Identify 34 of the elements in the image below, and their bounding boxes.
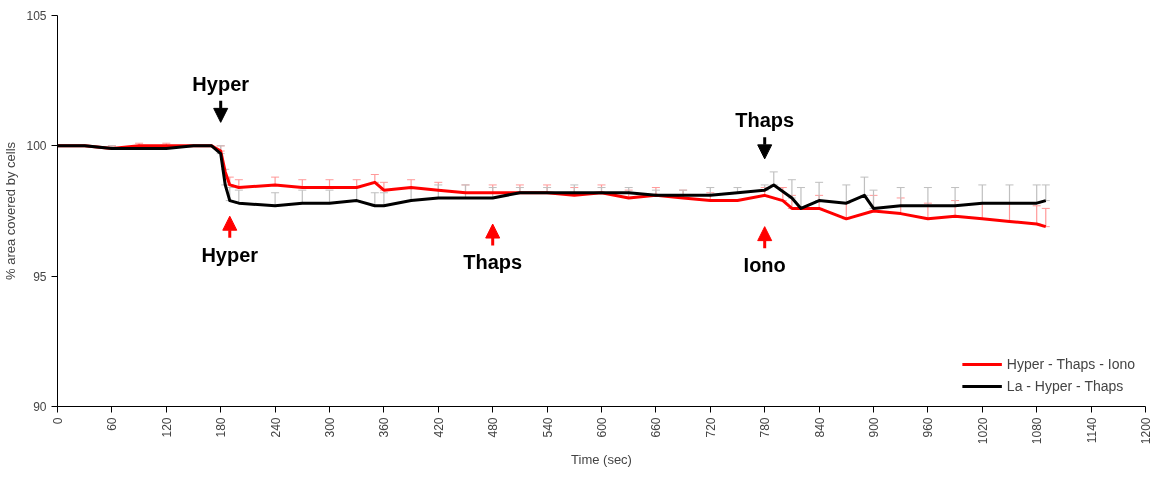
x-axis-title: Time (sec) bbox=[571, 452, 632, 468]
x-tick-label: 120 bbox=[159, 417, 174, 438]
x-tick-label: 720 bbox=[703, 417, 718, 438]
x-tick-label: 0 bbox=[51, 417, 65, 425]
annotation: Thaps bbox=[463, 251, 523, 274]
x-tick-label: 960 bbox=[921, 417, 936, 438]
annotation: Hyper bbox=[192, 73, 250, 95]
y-tick-label: 95 bbox=[33, 269, 47, 284]
y-tick-label: 100 bbox=[26, 139, 47, 154]
x-tick-label: 1140 bbox=[1084, 417, 1099, 444]
legend-label: Hyper - Thaps - Iono bbox=[1006, 356, 1135, 372]
annotation: Thaps bbox=[735, 109, 795, 132]
x-tick-label: 1200 bbox=[1139, 417, 1153, 445]
x-tick-label: 1020 bbox=[975, 417, 990, 445]
x-tick-label: 420 bbox=[431, 417, 446, 438]
y-tick-label: 90 bbox=[33, 400, 47, 414]
annotation: Hyper bbox=[201, 243, 259, 266]
x-tick-label: 60 bbox=[105, 417, 120, 431]
x-tick-label: 840 bbox=[812, 417, 827, 438]
x-tick-label: 900 bbox=[867, 417, 881, 438]
x-tick-label: 600 bbox=[595, 417, 609, 438]
y-tick-label: 105 bbox=[26, 9, 47, 23]
x-tick-label: 540 bbox=[540, 417, 555, 438]
x-tick-label: 300 bbox=[323, 417, 337, 438]
y-axis-title: % area covered by cells bbox=[3, 141, 19, 281]
x-tick-label: 1080 bbox=[1030, 417, 1045, 445]
annotation: Iono bbox=[743, 254, 786, 277]
x-tick-label: 180 bbox=[214, 417, 229, 438]
legend-label: La - Hyper - Thaps bbox=[1006, 378, 1124, 394]
x-tick-label: 360 bbox=[377, 417, 392, 438]
x-tick-label: 660 bbox=[649, 417, 664, 438]
x-tick-label: 780 bbox=[758, 417, 773, 438]
x-tick-label: 240 bbox=[268, 417, 283, 438]
x-tick-label: 480 bbox=[486, 417, 501, 438]
